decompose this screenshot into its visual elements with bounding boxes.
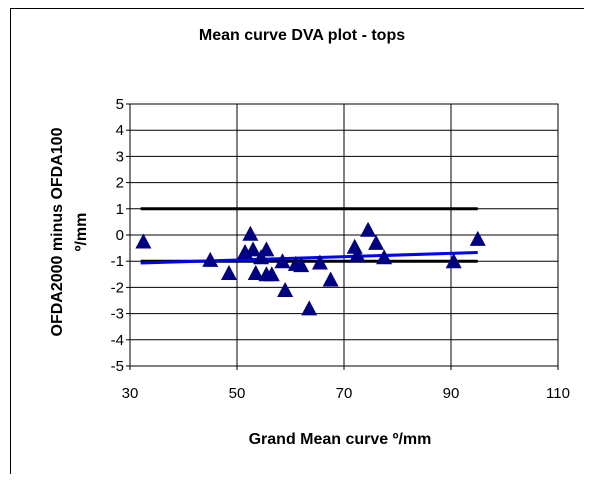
x-tick-label: 90	[443, 385, 460, 402]
y-tick-label: -3	[111, 306, 124, 323]
data-point	[346, 238, 363, 254]
x-tick-label: 70	[336, 385, 353, 402]
data-point	[277, 282, 294, 298]
data-point	[469, 230, 486, 246]
data-point	[274, 253, 291, 269]
chart-frame	[10, 8, 584, 474]
data-point	[263, 266, 280, 282]
data-point	[311, 254, 328, 270]
data-point	[247, 264, 264, 280]
y-tick-label: -5	[111, 358, 124, 375]
y-tick-label: 2	[116, 175, 124, 192]
x-axis-title: Grand Mean curve º/mm	[249, 431, 432, 448]
data-point	[445, 253, 462, 269]
data-point	[293, 257, 310, 273]
data-point	[349, 246, 366, 262]
chart-title: Mean curve DVA plot - tops	[199, 27, 405, 44]
y-tick-label: -1	[111, 253, 124, 270]
y-tick-label: 0	[116, 227, 124, 244]
data-point	[258, 241, 275, 257]
y-axis-title-group: OFDA2000 minus OFDA100 º/mm	[49, 127, 90, 336]
x-tick-label: 50	[229, 385, 246, 402]
x-axis: 30 50 70 90 110	[122, 366, 570, 402]
y-tick-label: 5	[116, 96, 124, 113]
data-point	[135, 233, 152, 249]
data-point	[322, 271, 339, 287]
plot-grid	[129, 103, 559, 367]
y-tick-label: 1	[116, 201, 124, 218]
y-tick-label: -2	[111, 279, 124, 296]
data-point	[253, 249, 270, 265]
y-tick-label: -4	[111, 332, 124, 349]
data-point	[202, 251, 219, 267]
x-tick-label: 30	[122, 385, 139, 402]
data-point	[220, 264, 237, 280]
data-points	[135, 221, 486, 316]
y-axis-title-line1: OFDA2000 minus OFDA100	[49, 127, 66, 336]
data-point	[245, 241, 262, 257]
data-point	[242, 225, 259, 241]
y-tick-label: 4	[116, 122, 124, 139]
y-axis-title-line2: º/mm	[73, 213, 90, 252]
data-point	[360, 221, 377, 237]
data-point	[376, 249, 393, 265]
y-tick-label: 3	[116, 148, 124, 165]
trend-line	[140, 251, 478, 265]
data-point	[301, 300, 318, 316]
trend-line-group	[140, 251, 478, 265]
data-point	[368, 234, 385, 250]
y-axis: 5 4 3 2 1 0 -1 -2 -3 -4 -5	[111, 96, 130, 375]
x-tick-label: 110	[546, 385, 570, 402]
